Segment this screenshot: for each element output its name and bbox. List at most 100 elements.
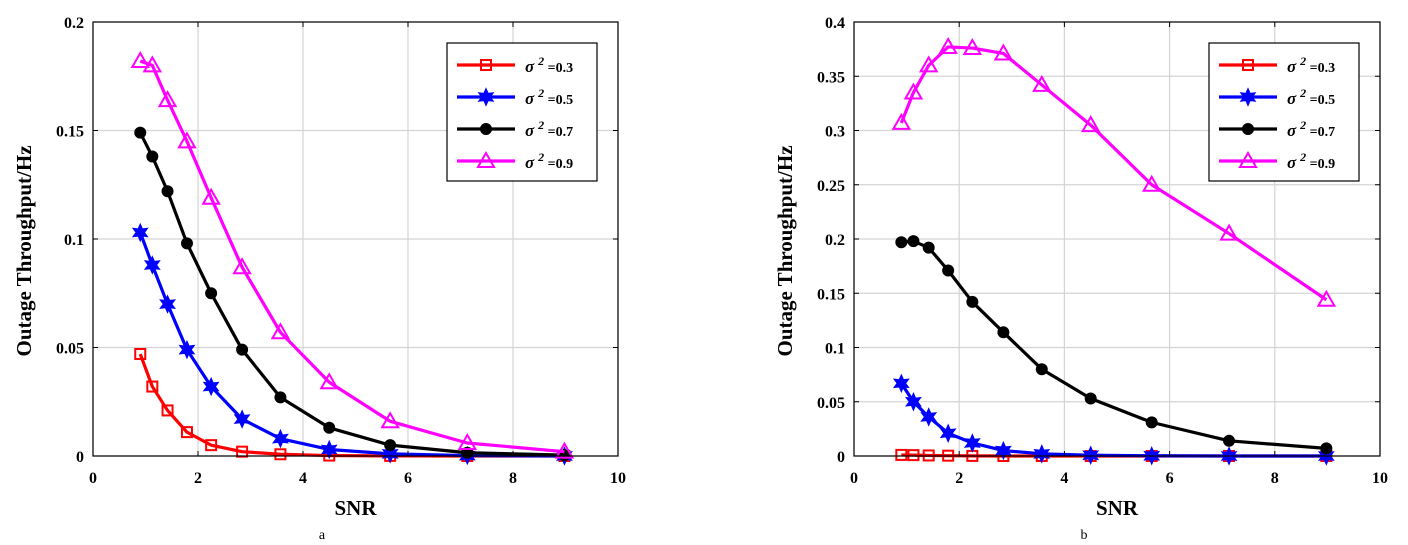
y-tick-label: 0.05 [56,341,84,358]
data-point [942,264,955,277]
x-tick-label: 2 [955,470,963,487]
data-point [236,343,249,356]
data-point [180,426,193,439]
x-tick-label: 10 [610,470,626,487]
data-point [271,428,289,449]
x-tick-label: 6 [404,470,412,487]
y-tick-label: 0 [837,449,845,466]
data-point [892,373,910,394]
y-tick-label: 0.2 [825,232,845,249]
x-tick-label: 0 [850,470,858,487]
x-tick-label: 4 [1060,470,1068,487]
data-point [905,392,922,412]
legend-marker [480,123,492,135]
data-point [1219,223,1239,241]
x-tick-label: 2 [194,470,202,487]
legend-marker [477,87,495,107]
data-point [142,55,163,73]
data-point [1035,363,1048,376]
data-point [274,448,287,461]
data-point [323,421,336,434]
chart-panel-b: 0 2 4 6 8 10 0 0.05 0.1 0.15 0.2 0.25 0.3 0.35 0.4 SNR O… [773,15,1388,543]
data-point [1145,416,1158,429]
data-point [1141,174,1162,192]
y-tick-label: 0.35 [817,69,845,86]
data-point [457,432,478,450]
legend-marker [476,150,496,168]
data-point [146,380,159,393]
data-point [997,326,1010,339]
data-point [554,441,575,459]
data-point [1080,115,1101,133]
y-tick-label: 0 [76,449,84,466]
data-point [146,150,159,163]
data-point [236,445,249,458]
data-point [962,38,983,56]
data-point [134,126,147,139]
legend-marker [480,59,492,71]
data-point [1316,289,1337,307]
x-tick-label: 4 [299,470,307,487]
y-tick-label: 0.15 [817,286,845,303]
panel-caption: b [1081,528,1088,543]
data-point [233,409,251,429]
data-point [895,236,908,249]
data-point [232,257,252,275]
x-tick-label: 10 [1372,470,1388,487]
data-point [1033,444,1051,464]
y-tick-label: 0.3 [825,124,845,141]
series-line [139,59,565,454]
data-point [939,423,957,443]
y-tick-label: 0.15 [56,124,84,141]
data-point [161,185,174,198]
data-point [270,322,291,340]
data-point [201,187,221,205]
data-point [177,131,197,149]
data-point [130,51,150,69]
data-point [907,235,920,248]
data-point [1082,445,1100,465]
y-axis-label: Outage Throughput/Hz [12,145,36,356]
data-point [131,222,149,243]
data-point [966,295,979,308]
series-4 [891,36,1337,307]
data-point [1032,74,1052,92]
data-point [159,294,176,314]
x-tick-label: 0 [89,470,97,487]
series-2 [131,222,573,466]
ticks: 0 2 4 6 8 10 0 0.05 0.1 0.15 0.2 0.25 0.3 0.35 0.4 [817,15,1388,487]
data-point [157,90,178,108]
data-point [381,444,399,464]
data-point [384,439,397,452]
data-point [380,411,400,429]
series-4 [130,51,575,459]
y-tick-label: 0.25 [817,178,845,195]
x-axis-label: SNR [1096,496,1139,520]
data-point [205,439,218,452]
data-point [180,237,193,250]
ticks: 0 2 4 6 8 10 0 0.05 0.1 0.15 0.2 [56,15,626,487]
y-tick-label: 0.4 [825,15,845,32]
series-line [899,45,1328,302]
y-tick-label: 0.1 [64,232,84,249]
data-point [891,112,912,130]
data-point [319,372,339,390]
legend-marker [1239,87,1257,107]
data-point [320,439,338,460]
